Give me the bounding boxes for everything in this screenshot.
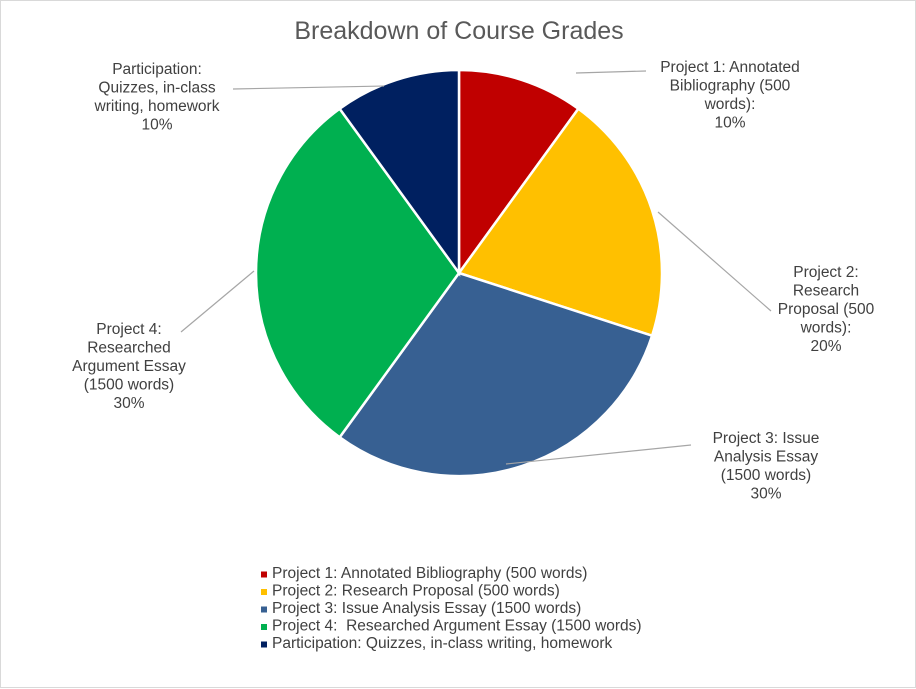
leader-line-1 [575, 70, 647, 74]
pie-slice-3 [337, 271, 654, 478]
data-label-5-line-4: 10% [141, 117, 172, 134]
data-label-3-line-2: Analysis Essay [714, 449, 818, 466]
pie-slice-1 [457, 68, 581, 277]
leader-line-4 [180, 270, 255, 333]
legend-label-5: Participation: Quizzes, in-class writing… [272, 635, 613, 652]
data-label-2-line-1: Project 2: [793, 264, 858, 281]
legend-swatch-5 [261, 641, 267, 648]
legend-label-4: Project 4: Researched Argument Essay (15… [272, 618, 642, 635]
pie-slice-2 [456, 107, 664, 338]
legend-swatch-3 [261, 606, 267, 613]
data-label-3-line-1: Project 3: Issue [713, 430, 820, 447]
leader-line-5 [232, 85, 385, 90]
data-label-5-line-3: writing, homework [94, 98, 220, 115]
data-label-4-line-5: 30% [113, 395, 144, 412]
data-label-2-line-3: Proposal (500 [778, 301, 875, 318]
legend-label-2: Project 2: Research Proposal (500 words) [272, 583, 560, 600]
data-label-1-line-2: Bibliography (500 [670, 78, 791, 95]
data-label-1-line-1: Project 1: Annotated [660, 59, 800, 76]
legend-swatch-2 [261, 589, 267, 595]
pie-slice-5 [337, 68, 461, 277]
data-label-3-line-4: 30% [750, 486, 781, 503]
data-label-4-line-2: Researched [87, 340, 171, 357]
legend-swatch-4 [261, 624, 267, 630]
data-label-2-line-4: words): [800, 320, 852, 337]
leader-line-2 [657, 211, 772, 312]
legend-label-1: Project 1: Annotated Bibliography (500 w… [272, 565, 587, 582]
data-label-4-line-1: Project 4: [96, 321, 161, 338]
data-label-5-line-2: Quizzes, in-class [98, 80, 215, 97]
data-label-2-line-2: Research [793, 283, 859, 300]
data-label-4-line-4: (1500 words) [84, 377, 174, 394]
legend-label-3: Project 3: Issue Analysis Essay (1500 wo… [272, 600, 581, 617]
leader-line-3 [505, 444, 692, 465]
data-label-2-line-5: 20% [810, 338, 841, 355]
data-label-5-line-1: Participation: [112, 61, 202, 78]
chart-title: Breakdown of Course Grades [294, 17, 623, 45]
pie-slice-4 [254, 107, 461, 439]
data-label-4-line-3: Argument Essay [72, 358, 186, 375]
data-label-1-line-3: words): [704, 96, 756, 113]
data-label-3-line-3: (1500 words) [721, 467, 811, 484]
legend-swatch-1 [261, 571, 267, 578]
data-label-1-line-4: 10% [714, 115, 745, 132]
